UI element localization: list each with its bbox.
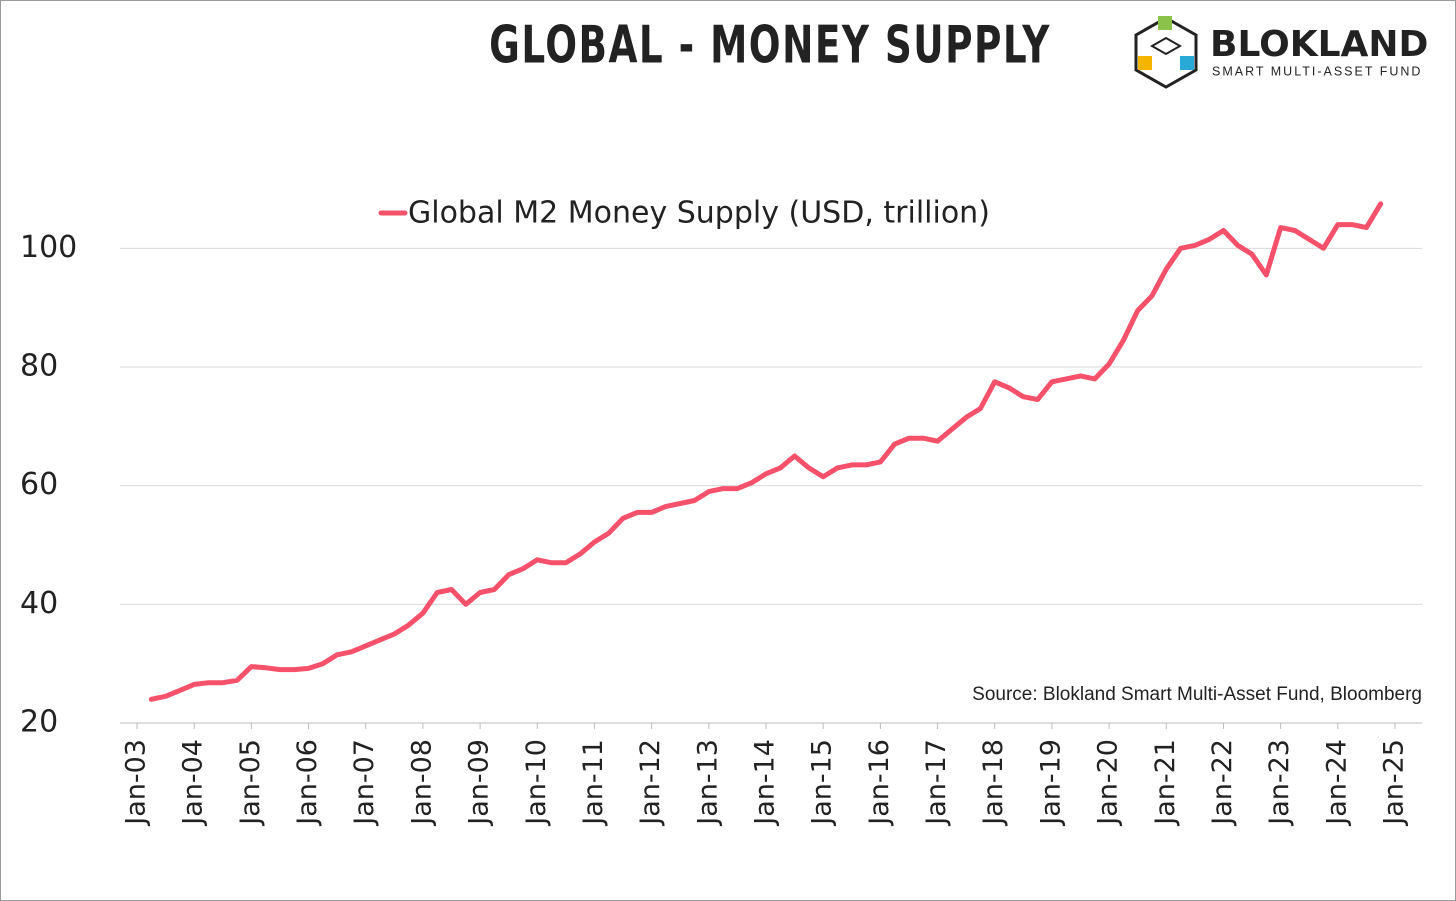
x-tick-label: Jan-20 xyxy=(1093,739,1124,827)
x-tick-label: Jan-22 xyxy=(1207,739,1238,827)
x-tick-label: Jan-24 xyxy=(1321,739,1352,827)
x-tick-label: Jan-14 xyxy=(750,739,781,827)
brand: BLOKLAND xyxy=(1210,24,1428,65)
x-tick-label: Jan-11 xyxy=(578,739,609,827)
chart-title: GLOBAL - MONEY SUPPLY xyxy=(489,14,1051,75)
legend-label: Global M2 Money Supply (USD, trillion) xyxy=(408,196,990,231)
x-tick-label: Jan-09 xyxy=(464,739,495,827)
y-tick-label: 60 xyxy=(20,467,58,502)
y-tick-label: 40 xyxy=(20,586,58,621)
logo-icon xyxy=(1134,16,1198,89)
x-tick-label: Jan-16 xyxy=(864,739,895,827)
brand-subtitle: SMART MULTI-ASSET FUND xyxy=(1212,64,1422,78)
x-tick-label: Jan-13 xyxy=(692,739,723,827)
x-tick-label: Jan-10 xyxy=(521,739,552,827)
x-tick-label: Jan-12 xyxy=(635,739,666,827)
y-tick-label: 20 xyxy=(20,705,58,740)
y-tick-label: 80 xyxy=(20,349,58,384)
x-tick-label: Jan-17 xyxy=(921,739,952,827)
x-tick-label: Jan-23 xyxy=(1264,739,1295,827)
x-tick-label: Jan-07 xyxy=(349,739,380,827)
x-tick-label: Jan-08 xyxy=(406,739,437,827)
x-tick-label: Jan-04 xyxy=(178,739,209,827)
x-tick-label: Jan-18 xyxy=(978,739,1009,827)
x-tick-label: Jan-06 xyxy=(292,739,323,827)
x-tick-label: Jan-05 xyxy=(235,739,266,827)
x-tick-label: Jan-19 xyxy=(1035,739,1066,827)
data-line xyxy=(148,201,1384,702)
x-tick-label: Jan-15 xyxy=(807,739,838,827)
x-tick-label: Jan-03 xyxy=(121,739,152,827)
y-tick-label: 100 xyxy=(20,230,77,265)
x-tick-label: Jan-21 xyxy=(1150,739,1181,827)
source-note: Source: Blokland Smart Multi-Asset Fund,… xyxy=(972,684,1422,705)
x-tick-label: Jan-25 xyxy=(1379,739,1410,827)
